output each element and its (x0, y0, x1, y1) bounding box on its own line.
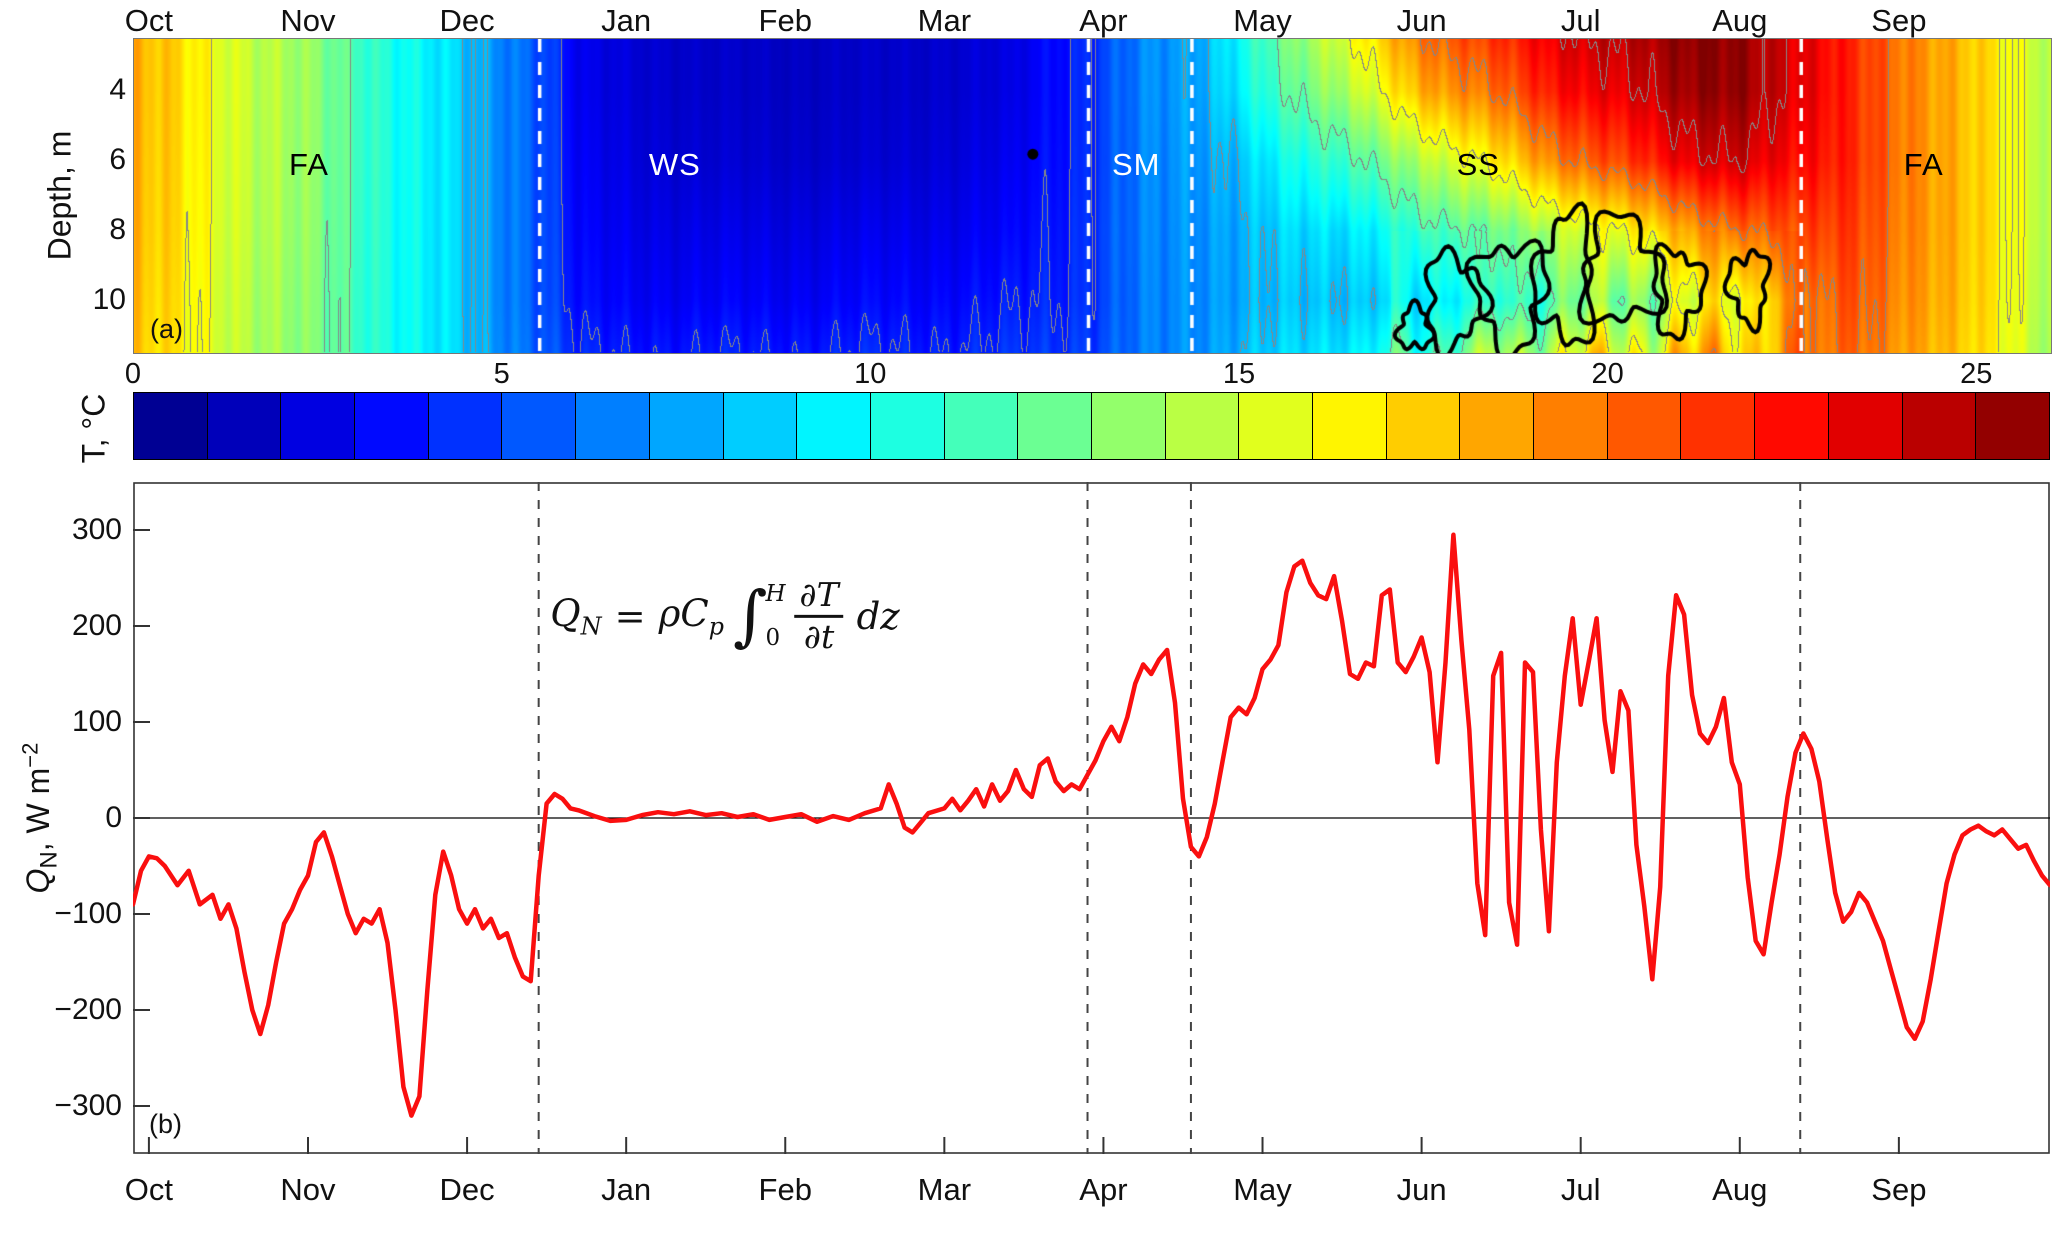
depth-tick-label: 10 (92, 282, 126, 316)
colorbar-cell (1460, 393, 1535, 459)
colorbar-tick-label: 20 (1591, 358, 1624, 390)
equation-dz: dz (856, 594, 900, 638)
colorbar-cell (1165, 393, 1240, 459)
month-tick-label-bottom: Dec (439, 1172, 495, 1207)
month-tick-label-top: Jul (1560, 3, 1601, 38)
month-axis-bottom: Oct Nov Dec Jan Feb Mar Apr May Jun Jul Aug Sep (125, 1172, 2050, 1208)
depth-tick-label: 6 (109, 143, 126, 177)
colorbar-axis-label: T, °C (75, 393, 112, 463)
equation-integral: ∫ H 0 (733, 581, 785, 651)
colorbar-tick-label: 25 (1960, 358, 1993, 390)
depth-tick-label: 8 (109, 212, 126, 246)
region-label-fa: FA (289, 146, 329, 182)
colorbar-cell (1239, 393, 1313, 459)
qn-tick-label: −300 (54, 1089, 122, 1122)
colorbar-cell (1018, 393, 1092, 459)
month-tick-label-bottom: Apr (1079, 1172, 1128, 1207)
month-tick-label-bottom: May (1233, 1172, 1292, 1207)
month-tick-label-bottom: Mar (917, 1172, 972, 1207)
colorbar-cell (1976, 393, 2049, 459)
colorbar-cell (1313, 393, 1387, 459)
colorbar-cell (870, 393, 945, 459)
colorbar-tick-label: 15 (1222, 358, 1256, 390)
month-tick-label-top: Jun (1396, 3, 1447, 38)
colorbar (133, 392, 2050, 460)
region-label-sm: SM (1111, 146, 1161, 182)
colorbar-cell (502, 393, 577, 459)
depth-axis-label: Depth, m (41, 130, 78, 260)
equation-rho-cp: ρCp (658, 591, 725, 641)
heatmap-canvas (134, 39, 2051, 353)
month-tick-label-bottom: Aug (1712, 1172, 1768, 1207)
month-tick-label-top: Sep (1871, 3, 1927, 38)
colorbar-cell (1091, 393, 1166, 459)
colorbar-cell (1534, 393, 1608, 459)
colorbar-cell (355, 393, 429, 459)
colorbar-cell (134, 393, 208, 459)
colorbar-tick-label: 5 (493, 358, 510, 390)
qn-tick-label: −200 (54, 993, 122, 1026)
month-tick-label-bottom: Nov (280, 1172, 336, 1207)
colorbar-cell (428, 393, 503, 459)
equation-fraction: ∂T ∂t (794, 577, 844, 654)
integral-limits: H 0 (765, 581, 786, 651)
colorbar-tick-label: 10 (854, 358, 887, 390)
region-label-ss: SS (1456, 146, 1500, 182)
month-tick-label-top: Jan (601, 3, 652, 38)
month-tick-label-top: Oct (124, 3, 174, 38)
colorbar-cell (1755, 393, 1829, 459)
colorbar-cell (1607, 393, 1682, 459)
panel-b: (b) (130, 482, 2053, 1154)
colorbar-cell (1386, 393, 1461, 459)
month-tick-label-bottom: Oct (124, 1172, 174, 1207)
colorbar-label-wrap: T, °C (72, 372, 116, 484)
month-tick-label-bottom: Jan (601, 1172, 652, 1207)
month-tick-label-top: Dec (439, 3, 495, 38)
depth-tick-label: 4 (109, 73, 126, 107)
month-tick-label-bottom: Jul (1560, 1172, 1601, 1207)
integral-sign: ∫ (733, 576, 768, 654)
colorbar-cell (281, 393, 356, 459)
month-tick-label-top: Apr (1079, 3, 1128, 38)
colorbar-cell (723, 393, 798, 459)
colorbar-cell (1681, 393, 1756, 459)
qn-tick-label: −100 (54, 897, 122, 930)
month-tick-label-top: Mar (917, 3, 972, 38)
colorbar-cell (576, 393, 650, 459)
colorbar-cell (207, 393, 282, 459)
colorbar-ticks: 0 5 10 15 20 25 (125, 358, 2050, 390)
panel-a: FA WS SM SS FA (a) (133, 38, 2052, 354)
colorbar-cell (1828, 393, 1903, 459)
equation-lhs: QN (550, 591, 602, 641)
panel-a-tag: (a) (150, 314, 183, 344)
equation: QN = ρCp ∫ H 0 ∂T ∂t dz (550, 577, 900, 654)
qn-line (130, 532, 2053, 1118)
qn-plot-svg (130, 482, 2053, 1154)
region-label-ws: WS (648, 146, 701, 182)
equation-equals: = (614, 594, 646, 638)
qn-tick-label: 0 (105, 801, 122, 834)
month-tick-label-top: Aug (1712, 3, 1768, 38)
colorbar-cell (797, 393, 871, 459)
month-tick-label-bottom: Sep (1871, 1172, 1927, 1207)
qn-tick-label: 300 (71, 513, 122, 546)
qn-tick-label: 100 (71, 705, 122, 738)
month-tick-label-top: Feb (758, 3, 812, 38)
panel-b-tag: (b) (149, 1109, 182, 1139)
month-axis-top: Oct Nov Dec Jan Feb Mar Apr May Jun Jul Aug Sep (125, 3, 2050, 39)
colorbar-tick-label: 0 (124, 358, 142, 390)
depth-axis-label-wrap: Depth, m (36, 38, 84, 352)
qn-tick-label: 200 (71, 609, 122, 642)
region-label-fa: FA (1903, 146, 1944, 182)
month-tick-label-top: Nov (280, 3, 336, 38)
colorbar-cell (1902, 393, 1977, 459)
colorbar-cell (944, 393, 1019, 459)
colorbar-cell (649, 393, 724, 459)
qn-yticks: −300 −200 −100 0 100 200 300 (28, 482, 122, 1154)
month-tick-label-bottom: Feb (758, 1172, 812, 1207)
depth-ticks: 4 6 8 10 (80, 38, 126, 352)
month-tick-label-bottom: Jun (1396, 1172, 1447, 1207)
month-tick-label-top: May (1233, 3, 1292, 38)
